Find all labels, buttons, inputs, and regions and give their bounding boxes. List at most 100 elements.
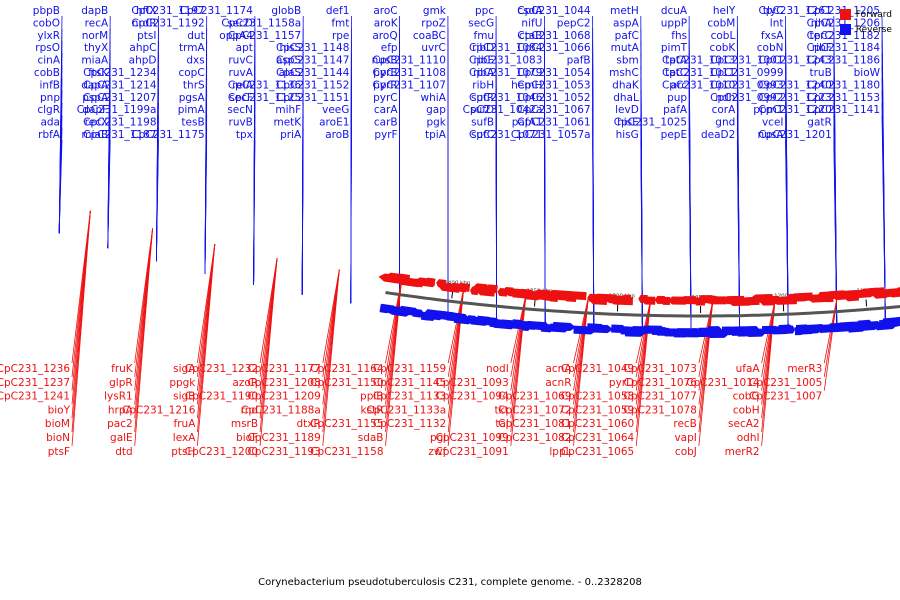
forward-gene-label: ppiB	[360, 391, 383, 403]
reverse-gene-label: fmt	[331, 17, 349, 29]
reverse-leader-line	[107, 139, 111, 249]
reverse-gene-label: CpC231_1198	[83, 117, 156, 129]
reverse-gene-label: pimA	[178, 104, 206, 116]
reverse-gene-label: carB	[374, 117, 398, 129]
reverse-gene-label: CpC231_1153	[807, 92, 880, 104]
forward-feature-arrow	[395, 276, 420, 288]
forward-leader-line	[510, 293, 527, 446]
reverse-strand-track	[379, 303, 900, 338]
forward-gene-label: ptsH	[171, 446, 195, 458]
forward-gene-label: CpC231_1216	[122, 404, 196, 416]
reverse-gene-label: sufD	[470, 104, 494, 116]
reverse-gene-label: hisE	[617, 117, 639, 129]
reverse-gene-label: cobM	[707, 17, 735, 29]
reverse-leader-lines	[58, 15, 886, 333]
forward-feature-arrow	[641, 296, 656, 305]
reverse-gene-label: miaA	[81, 55, 109, 67]
reverse-gene-label: pgsA	[179, 92, 206, 104]
reverse-gene-label: secF	[229, 92, 253, 104]
reverse-gene-label: trmA	[179, 42, 205, 54]
reverse-gene-label: pspA	[82, 92, 109, 104]
reverse-gene-label: tpiA	[425, 129, 447, 141]
reverse-gene-label: CpC231_0993	[710, 79, 783, 91]
forward-gene-label: ufaA	[736, 363, 761, 375]
reverse-gene-label: pyrR	[373, 79, 398, 91]
reverse-gene-label: rpe	[332, 30, 349, 42]
scale-tick-mark	[451, 291, 454, 299]
reverse-gene-label: mshC	[609, 67, 639, 79]
reverse-gene-label: CpC231_1042a	[463, 104, 543, 116]
reverse-gene-label: dapA	[81, 79, 109, 91]
reverse-gene-label: CpC231_1243	[758, 55, 831, 67]
reverse-gene-label: ribD	[472, 42, 494, 54]
forward-gene-label: CpC231_1077	[624, 391, 697, 403]
reverse-gene-label: CpC231_1083	[469, 55, 542, 67]
reverse-gene-label: whiA	[421, 92, 447, 104]
forward-gene-label: CpC231_1190	[185, 391, 258, 403]
reverse-leader-line	[881, 115, 886, 324]
forward-gene-label: pgl	[430, 432, 446, 444]
reverse-gene-label: pafA	[663, 104, 688, 116]
forward-gene-label: sigA	[173, 363, 196, 375]
reverse-gene-label: uvrC	[421, 42, 446, 54]
reverse-leader-line	[301, 139, 304, 295]
reverse-gene-label: cinA	[37, 55, 60, 67]
forward-gene-label: CpC231_1155	[310, 418, 383, 430]
reverse-gene-label: CpC231_1025	[614, 117, 687, 129]
forward-gene-label: pyrD	[609, 377, 634, 389]
reverse-gene-label: aroE1	[319, 117, 349, 129]
reverse-gene-label: cobK	[710, 42, 737, 54]
reverse-gene-label: fmu	[474, 30, 495, 42]
reverse-gene-label: ada	[40, 117, 60, 129]
reverse-gene-label: CpC231_1011	[662, 67, 735, 79]
strand-legend: Forward Reverse	[839, 7, 892, 37]
reverse-gene-label: mutA	[611, 42, 640, 54]
reverse-gene-label: dhaK	[612, 79, 640, 91]
reverse-gene-label: CpC231_1240	[758, 79, 831, 91]
reverse-swatch	[839, 24, 851, 35]
scale-tick-mark	[534, 299, 536, 307]
forward-leader-line	[322, 269, 340, 446]
reverse-gene-label: dapB	[81, 5, 108, 17]
reverse-gene-label: terC	[810, 30, 832, 42]
reverse-gene-label: CpC231_1054	[517, 67, 591, 79]
reverse-gene-label: coaBC	[413, 30, 446, 42]
reverse-gene-label: CpC231_1186	[807, 55, 881, 67]
forward-gene-label: CpC231_1232	[185, 363, 258, 375]
reverse-gene-label: uppP	[661, 17, 687, 29]
reverse-gene-label: sufB	[471, 117, 494, 129]
reverse-gene-label: nrdR	[132, 17, 157, 29]
reverse-gene-label: fhs	[671, 30, 687, 42]
reverse-gene-label: tlyC	[763, 5, 784, 17]
forward-gene-label: CpC231_1065	[561, 446, 634, 458]
reverse-gene-label: recA	[85, 17, 109, 29]
forward-leader-line	[134, 228, 153, 446]
reverse-gene-label: CpC231_1068	[517, 30, 590, 42]
forward-feature-arrow	[660, 296, 671, 305]
reverse-gene-label: veeG	[322, 104, 349, 116]
reverse-gene-label: dcuA	[661, 5, 688, 17]
legend-reverse-label: Reverse	[855, 24, 892, 35]
forward-gene-label: bioF	[236, 432, 258, 444]
reverse-gene-label: CpC231_1067	[517, 104, 590, 116]
forward-gene-label: cobH	[733, 404, 760, 416]
forward-feature-arrow	[424, 277, 436, 287]
reverse-gene-label: pnp	[40, 92, 60, 104]
forward-gene-label: CpC231_1099	[435, 432, 508, 444]
reverse-gene-label: CpC231_1010	[662, 79, 735, 91]
reverse-gene-label: clgR	[37, 104, 60, 116]
reverse-gene-label: ftsK	[88, 67, 109, 79]
reverse-gene-label: lnt	[770, 17, 784, 29]
reverse-gene-label: aroK	[374, 17, 399, 29]
reverse-gene-label: def1	[326, 5, 350, 17]
reverse-gene-label: nusB	[372, 55, 398, 67]
forward-feature-arrow	[788, 292, 813, 302]
forward-gene-label: CpC231_1159	[373, 363, 446, 375]
forward-gene-label: CpC231_1145	[373, 377, 446, 389]
reverse-gene-label: CpC231_1158a	[221, 17, 301, 29]
reverse-gene-label: ribE	[474, 55, 495, 67]
reverse-gene-label: CpC231_1184	[807, 42, 881, 54]
reverse-gene-label: CpC231_1157	[228, 30, 301, 42]
reverse-gene-label: ctaB	[519, 30, 543, 42]
